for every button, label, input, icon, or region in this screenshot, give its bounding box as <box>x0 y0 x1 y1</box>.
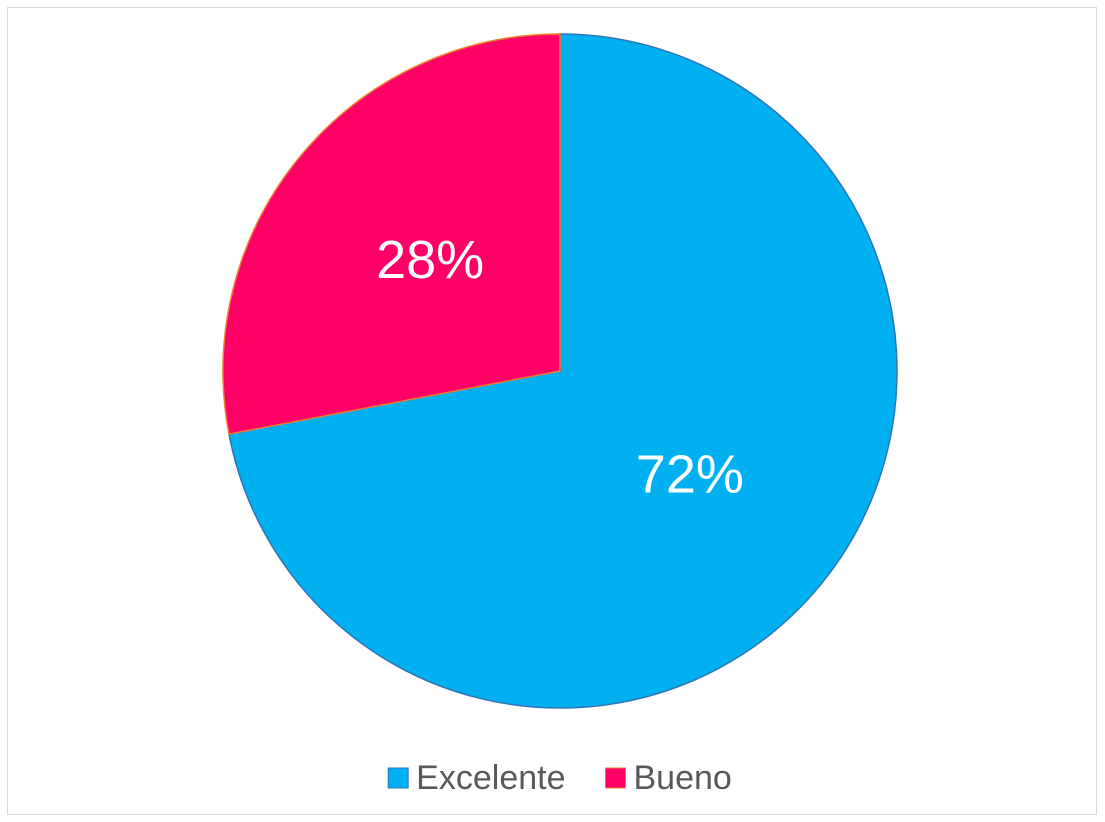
legend-label: Excelente <box>416 759 565 797</box>
pie-slice <box>228 33 898 709</box>
legend-label: Bueno <box>634 759 732 797</box>
pie-slice <box>222 33 561 436</box>
data-label: 28% <box>376 230 484 290</box>
data-label: 72% <box>636 445 744 505</box>
legend-swatch <box>387 767 409 789</box>
legend-swatch <box>605 767 626 789</box>
